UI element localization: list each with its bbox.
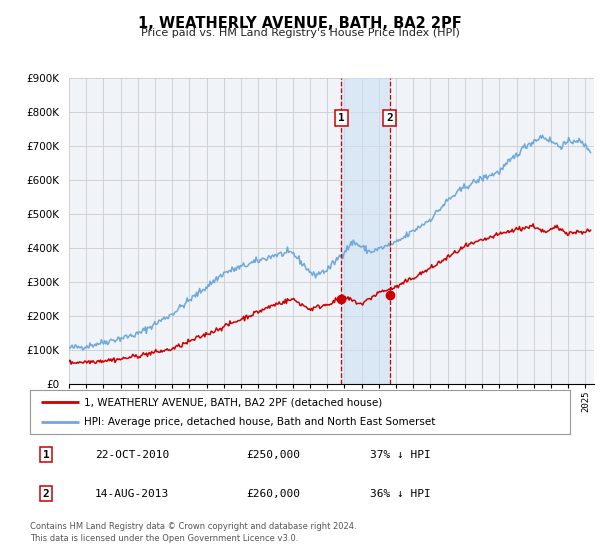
Text: This data is licensed under the Open Government Licence v3.0.: This data is licensed under the Open Gov… — [30, 534, 298, 543]
Text: 1: 1 — [43, 450, 50, 460]
Text: 14-AUG-2013: 14-AUG-2013 — [95, 489, 169, 498]
Text: 1, WEATHERLY AVENUE, BATH, BA2 2PF: 1, WEATHERLY AVENUE, BATH, BA2 2PF — [138, 16, 462, 31]
Text: 2: 2 — [43, 489, 50, 498]
Text: HPI: Average price, detached house, Bath and North East Somerset: HPI: Average price, detached house, Bath… — [84, 417, 436, 427]
Bar — [341, 78, 389, 384]
Text: 36% ↓ HPI: 36% ↓ HPI — [370, 489, 431, 498]
Text: £250,000: £250,000 — [246, 450, 300, 460]
Text: Price paid vs. HM Land Registry's House Price Index (HPI): Price paid vs. HM Land Registry's House … — [140, 28, 460, 38]
Text: £260,000: £260,000 — [246, 489, 300, 498]
Text: 1, WEATHERLY AVENUE, BATH, BA2 2PF (detached house): 1, WEATHERLY AVENUE, BATH, BA2 2PF (deta… — [84, 397, 382, 407]
Text: 37% ↓ HPI: 37% ↓ HPI — [370, 450, 431, 460]
Text: 2: 2 — [386, 113, 393, 123]
Text: Contains HM Land Registry data © Crown copyright and database right 2024.: Contains HM Land Registry data © Crown c… — [30, 522, 356, 531]
Text: 22-OCT-2010: 22-OCT-2010 — [95, 450, 169, 460]
Text: 1: 1 — [338, 113, 344, 123]
